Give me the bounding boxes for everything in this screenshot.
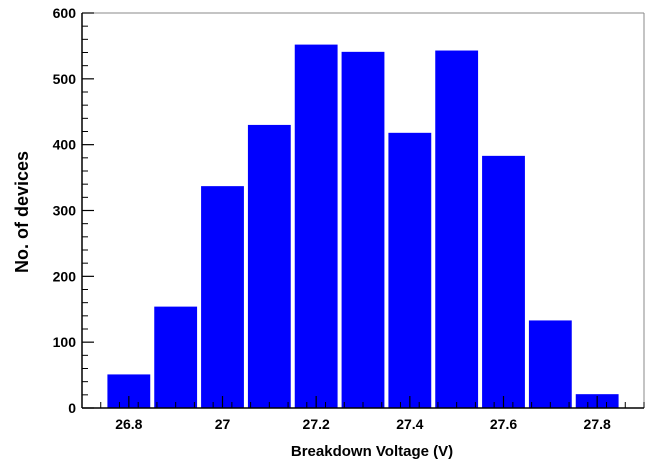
histogram-bar-3: [247, 124, 291, 409]
x-axis-title: Breakdown Voltage (V): [291, 443, 453, 460]
histogram-bar-1: [154, 306, 198, 408]
y-tick-label: 400: [53, 137, 77, 153]
y-tick-label: 600: [53, 5, 77, 21]
axes-group: 0 100 200 300 400 500 600 26.8 27 27.2 27.4 27.6 27.…: [53, 5, 645, 432]
y-tick-label: 0: [68, 400, 76, 416]
x-tick-label: 27.2: [303, 416, 330, 432]
y-axis-title: No. of devices: [12, 151, 32, 273]
x-tick-label: 27.8: [584, 416, 611, 432]
histogram-bar-9: [528, 320, 572, 408]
y-tick-label: 300: [53, 203, 77, 219]
histogram-bar-5: [341, 51, 385, 408]
x-tick-label: 27: [215, 416, 231, 432]
histogram-bar-4: [294, 44, 338, 408]
bars-group: [107, 44, 619, 409]
histogram-bar-2: [201, 186, 244, 408]
x-tick-label: 27.6: [490, 416, 517, 432]
x-tick-label: 27.4: [396, 416, 423, 432]
histogram-bar-8: [482, 155, 525, 408]
y-tick-label: 200: [53, 268, 77, 284]
x-tick-label: 26.8: [115, 416, 142, 432]
histogram-bar-7: [435, 50, 479, 409]
y-tick-label: 500: [53, 71, 77, 87]
y-tick-label: 100: [53, 334, 77, 350]
histogram-bar-6: [388, 132, 432, 409]
